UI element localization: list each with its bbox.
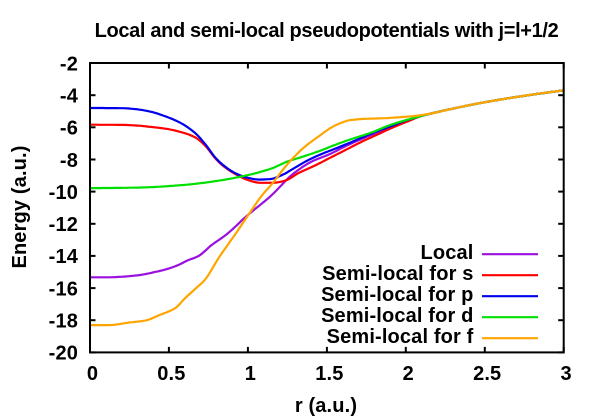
svg-text:2: 2 — [403, 363, 414, 385]
svg-text:-18: -18 — [49, 311, 78, 333]
svg-text:-12: -12 — [49, 214, 78, 236]
svg-text:0.5: 0.5 — [157, 363, 185, 385]
svg-text:-16: -16 — [49, 278, 78, 300]
svg-text:r (a.u.): r (a.u.) — [295, 395, 357, 417]
svg-text:-20: -20 — [49, 343, 78, 365]
svg-text:3: 3 — [561, 363, 572, 385]
svg-text:1.5: 1.5 — [315, 363, 343, 385]
svg-text:Local and semi-local pseudopot: Local and semi-local pseudopotentials wi… — [95, 20, 559, 42]
svg-text:1: 1 — [245, 363, 256, 385]
svg-text:Semi-local for s: Semi-local for s — [322, 263, 473, 285]
svg-text:-8: -8 — [60, 150, 78, 172]
svg-text:2.5: 2.5 — [473, 363, 501, 385]
svg-text:-10: -10 — [49, 182, 78, 204]
svg-text:Energy (a.u.): Energy (a.u.) — [9, 145, 31, 268]
svg-text:-6: -6 — [60, 118, 78, 140]
svg-text:-4: -4 — [60, 86, 79, 108]
svg-text:Semi-local for f: Semi-local for f — [327, 326, 474, 348]
svg-text:-14: -14 — [49, 246, 79, 268]
svg-text:-2: -2 — [60, 53, 78, 75]
svg-text:0: 0 — [87, 363, 98, 385]
svg-text:Local: Local — [421, 242, 474, 264]
svg-text:Semi-local for d: Semi-local for d — [321, 305, 473, 327]
svg-text:Semi-local for p: Semi-local for p — [321, 284, 473, 306]
